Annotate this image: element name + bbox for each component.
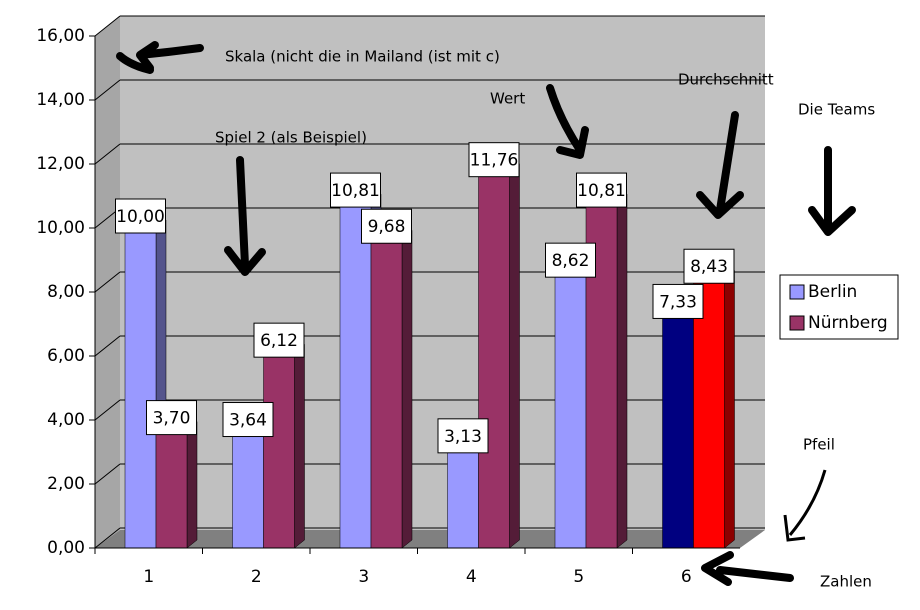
- value-label: 3,70: [153, 409, 191, 429]
- grid-line: [94, 463, 121, 485]
- bar-side: [186, 421, 198, 549]
- y-tick-label: 8,00: [47, 282, 85, 302]
- annotation: Zahlen: [820, 573, 872, 591]
- x-tick-label: 6: [681, 567, 692, 587]
- value-label: 8,62: [552, 251, 590, 271]
- annotation: Spiel 2 (als Beispiel): [215, 129, 367, 147]
- bars: 10,00 3,70 3,64 6,12 10,81 9,68 3,13 11,76 8,62 1…: [115, 142, 736, 549]
- bar: [478, 171, 510, 549]
- value-label: 9,68: [368, 217, 406, 237]
- arrow: [701, 551, 794, 586]
- value-label: 10,81: [577, 181, 626, 201]
- bar: [370, 237, 403, 549]
- legend-label: Berlin: [808, 282, 857, 302]
- bar: [554, 271, 587, 549]
- y-tick-label: 12,00: [36, 154, 85, 174]
- value-label-box: [437, 418, 489, 454]
- value-label: 10,00: [116, 207, 165, 227]
- value-label-box: [330, 172, 381, 208]
- annotations: Skala (nicht die in Mailand (ist mit c) S…: [215, 48, 875, 591]
- grid-line: [94, 527, 121, 549]
- bar-side: [509, 163, 520, 549]
- annotation: Wert: [490, 90, 525, 108]
- grid-line: [94, 79, 121, 101]
- x-tick-label: 4: [466, 567, 477, 587]
- x-tick-label: 5: [573, 567, 584, 587]
- legend-swatch: [789, 315, 805, 331]
- y-tick-label: 6,00: [47, 346, 85, 366]
- hand-arrows: [116, 41, 856, 586]
- grid-line: [94, 15, 121, 37]
- arrow: [696, 111, 744, 219]
- grid-line: [94, 271, 121, 293]
- bar: [155, 429, 188, 549]
- legend-items: Berlin Nürnberg: [789, 282, 888, 333]
- bar: [232, 431, 264, 549]
- value-label-box: [545, 242, 596, 278]
- annotation: Durchschnitt: [678, 71, 774, 89]
- annotation: Pfeil: [803, 436, 835, 454]
- grid-line: [94, 335, 121, 357]
- value-label-box: [576, 172, 627, 208]
- y-tick-label: 0,00: [47, 538, 85, 558]
- arrow: [116, 52, 154, 74]
- value-label: 3,64: [229, 411, 267, 431]
- annotation: Skala (nicht die in Mailand (ist mit c): [225, 48, 500, 66]
- value-label-box: [146, 400, 197, 436]
- value-label: 10,81: [331, 181, 380, 201]
- y-tick-label: 14,00: [36, 90, 85, 110]
- legend-label: Nürnberg: [808, 313, 888, 333]
- bar-side: [294, 343, 305, 549]
- bar: [339, 201, 372, 549]
- value-label: 8,43: [690, 257, 728, 277]
- value-label: 11,76: [470, 151, 519, 171]
- bar-side: [616, 193, 628, 549]
- annotation: Die Teams: [798, 101, 875, 119]
- grid-line: [94, 143, 121, 165]
- grid: 0,00 2,00 4,00 6,00 8,00 10,00 12,00 14,00 16,00…: [36, 15, 765, 587]
- arrow: [224, 156, 266, 276]
- arrow: [808, 146, 856, 236]
- bar: [124, 227, 157, 549]
- value-label: 6,12: [260, 331, 298, 351]
- bar: [263, 351, 295, 549]
- legend-swatch: [789, 284, 805, 300]
- y-tick-label: 2,00: [47, 474, 85, 494]
- y-tick-label: 4,00: [47, 410, 85, 430]
- y-tick-label: 10,00: [36, 218, 85, 238]
- grid-line: [94, 399, 121, 421]
- bar: [693, 277, 725, 549]
- value-label-box: [652, 283, 704, 319]
- value-label: 7,33: [659, 292, 697, 312]
- bar: [447, 447, 479, 549]
- x-tick-label: 3: [358, 567, 369, 587]
- value-label-box: [683, 248, 735, 284]
- arrow: [783, 469, 827, 542]
- value-label-box: [468, 142, 520, 178]
- value-label-box: [115, 198, 166, 234]
- bar-side: [724, 269, 735, 549]
- bar: [662, 313, 694, 549]
- arrow: [546, 84, 589, 159]
- value-label-box: [361, 208, 412, 244]
- value-label: 3,13: [444, 427, 482, 447]
- value-label-box: [222, 402, 274, 438]
- x-tick-label: 2: [251, 567, 262, 587]
- y-tick-label: 16,00: [36, 26, 85, 46]
- bar-side: [401, 229, 413, 549]
- value-label-box: [253, 322, 305, 358]
- x-tick-label: 1: [143, 567, 154, 587]
